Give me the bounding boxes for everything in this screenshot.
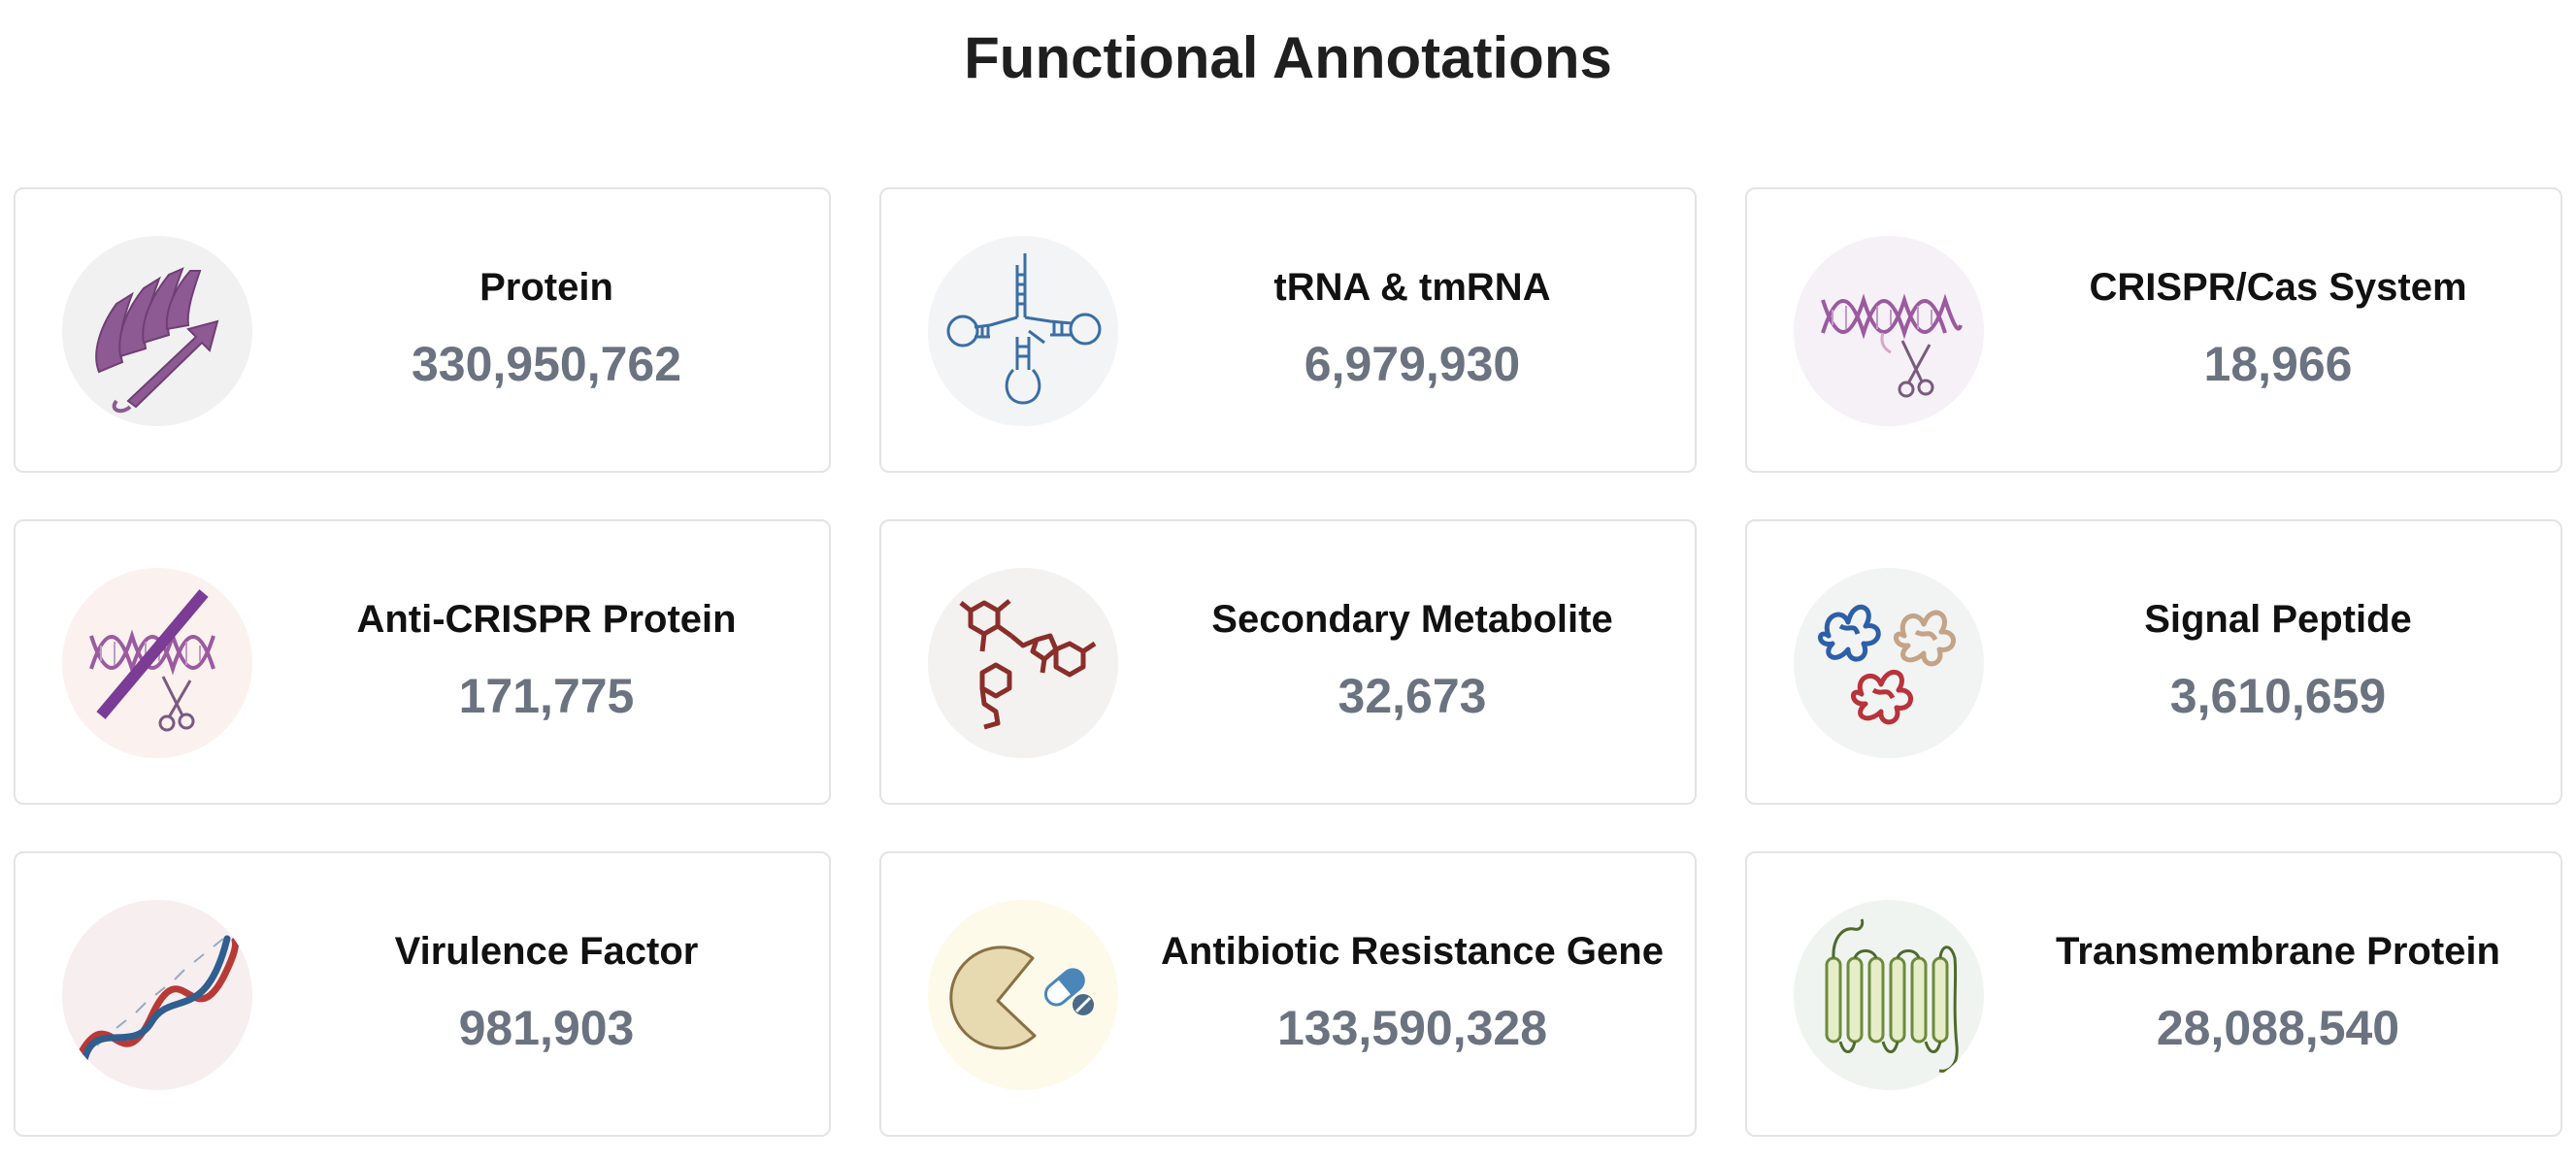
molecule-rings-icon-graphic — [959, 599, 1097, 730]
pacman-pill-icon — [928, 900, 1118, 1090]
page-title: Functional Annotations — [964, 25, 1612, 90]
card-protein[interactable]: Protein 330,950,762 — [14, 187, 831, 473]
card-text: Protein 330,950,762 — [278, 263, 815, 393]
membrane-helices-icon — [1794, 900, 1984, 1090]
card-label: Secondary Metabolite — [1211, 598, 1613, 641]
card-text: Transmembrane Protein 28,088,540 — [2009, 927, 2547, 1057]
card-label: Signal Peptide — [2144, 598, 2412, 641]
card-count: 981,903 — [458, 1001, 635, 1055]
card-secondary-metabolite[interactable]: Secondary Metabolite 32,673 — [879, 519, 1697, 805]
card-text: Anti-CRISPR Protein 171,775 — [278, 595, 815, 725]
card-anti-crispr-protein[interactable]: Anti-CRISPR Protein 171,775 — [14, 519, 831, 805]
protein-helix-icon-graphic — [95, 267, 219, 414]
card-count: 28,088,540 — [2156, 1001, 2400, 1055]
card-text: Signal Peptide 3,610,659 — [2009, 595, 2547, 725]
card-trna-tmrna[interactable]: tRNA & tmRNA 6,979,930 — [879, 187, 1697, 473]
peptide-coils-icon — [1794, 568, 1984, 758]
card-signal-peptide[interactable]: Signal Peptide 3,610,659 — [1745, 519, 2562, 805]
card-label: Protein — [479, 266, 613, 309]
anti-crispr-icon — [62, 568, 252, 758]
card-label: Transmembrane Protein — [2056, 930, 2500, 973]
annotation-card-grid: Protein 330,950,762 — [14, 187, 2562, 1137]
card-count: 3,610,659 — [2169, 669, 2387, 723]
card-text: tRNA & tmRNA 6,979,930 — [1143, 263, 1681, 393]
membrane-helices-icon-graphic — [1825, 918, 1959, 1073]
trna-cloverleaf-icon-graphic — [946, 253, 1102, 405]
dna-double-helix-icon-graphic — [76, 935, 239, 1069]
card-count: 32,673 — [1338, 669, 1487, 723]
card-label: CRISPR/Cas System — [2089, 266, 2467, 309]
card-text: Antibiotic Resistance Gene 133,590,328 — [1143, 927, 1681, 1057]
card-label: Virulence Factor — [394, 930, 699, 973]
card-label: Anti-CRISPR Protein — [356, 598, 737, 641]
card-label: Antibiotic Resistance Gene — [1161, 930, 1664, 973]
trna-cloverleaf-icon — [928, 236, 1118, 426]
anti-crispr-icon-graphic — [89, 589, 215, 732]
pacman-pill-icon-graphic — [949, 945, 1094, 1050]
card-count: 18,966 — [2203, 337, 2353, 391]
protein-helix-icon — [62, 236, 252, 426]
card-virulence-factor[interactable]: Virulence Factor 981,903 — [14, 851, 831, 1137]
card-transmembrane-protein[interactable]: Transmembrane Protein 28,088,540 — [1745, 851, 2562, 1137]
crispr-scissors-icon — [1794, 236, 1984, 426]
card-count: 171,775 — [458, 669, 635, 723]
card-text: Secondary Metabolite 32,673 — [1143, 595, 1681, 725]
card-text: Virulence Factor 981,903 — [278, 927, 815, 1057]
card-antibiotic-resistance-gene[interactable]: Antibiotic Resistance Gene 133,590,328 — [879, 851, 1697, 1137]
peptide-coils-icon-graphic — [1818, 604, 1956, 725]
card-crispr-cas-system[interactable]: CRISPR/Cas System 18,966 — [1745, 187, 2562, 473]
card-count: 330,950,762 — [411, 337, 682, 391]
dna-double-helix-icon — [62, 900, 252, 1090]
crispr-scissors-icon-graphic — [1821, 293, 1963, 398]
card-text: CRISPR/Cas System 18,966 — [2009, 263, 2547, 393]
card-count: 6,979,930 — [1304, 337, 1521, 391]
card-count: 133,590,328 — [1276, 1001, 1548, 1055]
molecule-rings-icon — [928, 568, 1118, 758]
card-label: tRNA & tmRNA — [1273, 266, 1551, 309]
